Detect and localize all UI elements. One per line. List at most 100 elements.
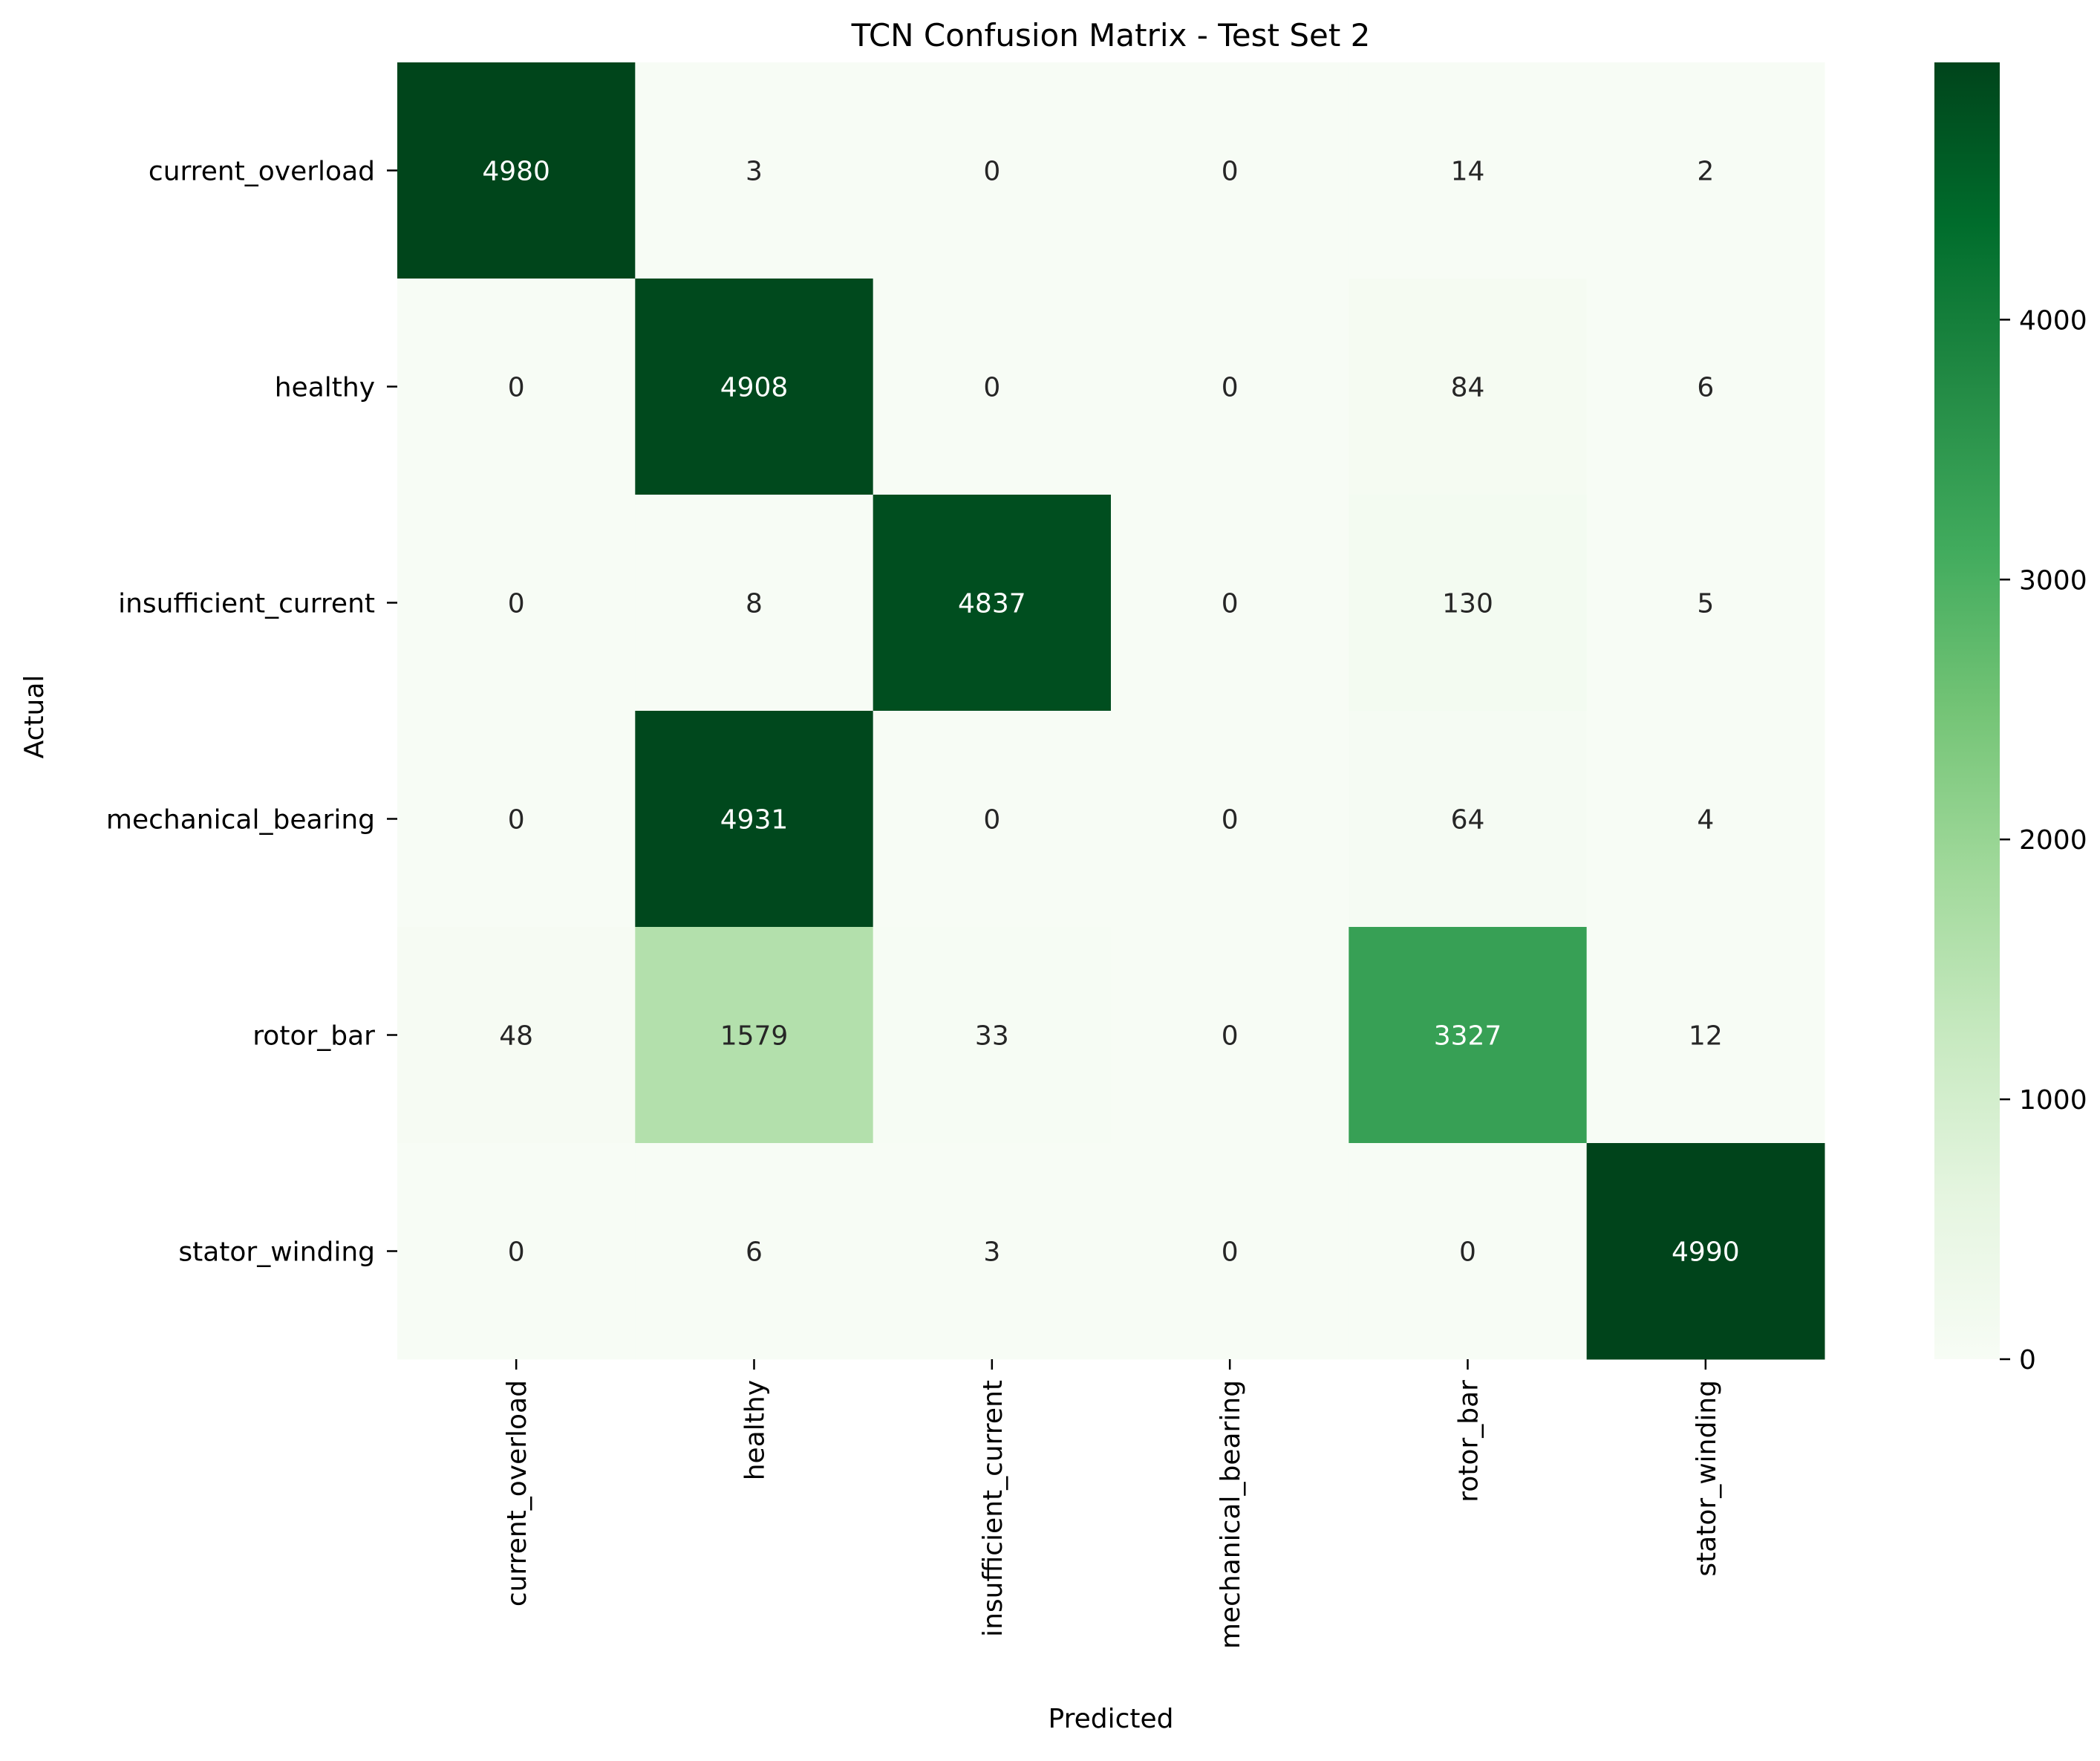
cell-value-label: 4931	[720, 805, 789, 836]
cell-value-label: 4990	[1672, 1237, 1740, 1268]
heatmap-cells	[397, 62, 1825, 1360]
y-tick-label: current_overload	[149, 157, 375, 187]
cell-value-label: 0	[508, 589, 525, 619]
x-tick-label: healthy	[740, 1380, 771, 1480]
heatmap-cell	[1586, 1143, 1825, 1360]
colorbar: 0 1000 2000 3000 4000	[1934, 62, 2087, 1376]
cell-value-label: 8	[746, 589, 763, 619]
cell-value-label: 64	[1451, 805, 1485, 836]
cell-value-label: 2	[1697, 157, 1714, 187]
y-tick-label: mechanical_bearing	[106, 805, 375, 836]
heatmap-cell	[1111, 279, 1349, 495]
cell-value-label: 0	[1222, 157, 1239, 187]
cell-value-label: 1579	[720, 1021, 789, 1052]
heatmap-cell	[1349, 927, 1588, 1144]
heatmap-cell	[397, 279, 636, 495]
heatmap-cell	[635, 1143, 874, 1360]
heatmap-cell	[1111, 495, 1349, 712]
cell-value-label: 0	[508, 805, 525, 836]
heatmap-cell	[635, 927, 874, 1144]
cell-value-label: 33	[975, 1021, 1009, 1052]
cell-value-label: 48	[499, 1021, 533, 1052]
heatmap-cell	[1349, 279, 1588, 495]
cell-value-label: 130	[1442, 589, 1493, 619]
heatmap-cell	[873, 62, 1112, 279]
cell-value-label: 3	[983, 1237, 1000, 1268]
heatmap-cell	[635, 279, 874, 495]
cell-value-label: 0	[1222, 1237, 1239, 1268]
cell-value-label: 6	[1697, 373, 1714, 403]
cell-value-label: 4908	[720, 373, 789, 403]
y-tick-label: insufficient_current	[118, 589, 375, 619]
x-tick-label: current_overload	[502, 1380, 532, 1607]
x-axis-label: Predicted	[1049, 1704, 1174, 1734]
heatmap-cell	[1586, 495, 1825, 712]
cell-value-label: 4837	[958, 589, 1026, 619]
cell-value-label: 3327	[1434, 1021, 1502, 1052]
cell-value-label: 14	[1451, 157, 1485, 187]
y-tick-label: healthy	[275, 373, 375, 403]
cell-value-label: 84	[1451, 373, 1485, 403]
colorbar-tick-label: 2000	[2019, 825, 2087, 856]
heatmap-cell	[1111, 711, 1349, 928]
heatmap-cell	[1111, 62, 1349, 279]
heatmap-cell	[873, 1143, 1112, 1360]
heatmap-cell	[1586, 62, 1825, 279]
heatmap-cell	[1586, 279, 1825, 495]
heatmap-cell	[1111, 927, 1349, 1144]
cell-value-label: 0	[983, 373, 1000, 403]
colorbar-tick-label: 4000	[2019, 305, 2087, 336]
heatmap-cell	[1586, 711, 1825, 928]
cell-value-label: 0	[983, 157, 1000, 187]
cell-value-label: 5	[1697, 589, 1714, 619]
colorbar-tick-label: 1000	[2019, 1085, 2087, 1116]
cell-value-label: 0	[508, 373, 525, 403]
heatmap-cell	[635, 62, 874, 279]
heatmap-cell	[397, 62, 636, 279]
x-tick-label: stator_winding	[1692, 1380, 1722, 1577]
heatmap-cell	[397, 711, 636, 928]
cell-value-label: 0	[1459, 1237, 1476, 1268]
heatmap-cell	[1586, 927, 1825, 1144]
heatmap-cell	[873, 711, 1112, 928]
cell-value-label: 4980	[482, 157, 550, 187]
x-axis: current_overload healthy insufficient_curr…	[502, 1359, 1722, 1649]
x-tick-label: insufficient_current	[978, 1380, 1008, 1637]
heatmap-cell	[873, 927, 1112, 1144]
heatmap-cell	[397, 1143, 636, 1360]
colorbar-tick-label: 3000	[2019, 565, 2087, 596]
cell-value-label: 0	[1222, 1021, 1239, 1052]
heatmap-cell	[1349, 1143, 1588, 1360]
heatmap-cell	[1349, 495, 1588, 712]
chart-title: TCN Confusion Matrix - Test Set 2	[851, 17, 1371, 53]
heatmap-cell	[873, 279, 1112, 495]
cell-value-label: 3	[746, 157, 763, 187]
cell-value-labels: 4980 3 0 0 14 20 4908 0 0 84 60 8 4837 0 130 50 4931 0 0 64…	[482, 157, 1739, 1268]
y-axis-label: Actual	[19, 675, 50, 759]
cell-value-label: 0	[1222, 589, 1239, 619]
colorbar-gradient	[1934, 62, 2000, 1359]
y-tick-label: stator_winding	[178, 1237, 375, 1268]
x-tick-label: rotor_bar	[1454, 1380, 1484, 1503]
cell-value-label: 0	[1222, 373, 1239, 403]
heatmap-cell	[1349, 711, 1588, 928]
heatmap-cell	[635, 495, 874, 712]
cell-value-label: 0	[983, 805, 1000, 836]
cell-value-label: 0	[508, 1237, 525, 1268]
heatmap-cell	[1111, 1143, 1349, 1360]
heatmap-cell	[1349, 62, 1588, 279]
heatmap-cell	[873, 495, 1112, 712]
heatmap-cell	[397, 495, 636, 712]
x-tick-label: mechanical_bearing	[1216, 1380, 1246, 1649]
y-tick-label: rotor_bar	[252, 1021, 375, 1052]
colorbar-tick-label: 0	[2019, 1345, 2036, 1376]
cell-value-label: 0	[1222, 805, 1239, 836]
cell-value-label: 12	[1689, 1021, 1723, 1052]
heatmap-cell	[397, 927, 636, 1144]
heatmap-cell	[635, 711, 874, 928]
cell-value-label: 4	[1697, 805, 1714, 836]
cell-value-label: 6	[746, 1237, 763, 1268]
